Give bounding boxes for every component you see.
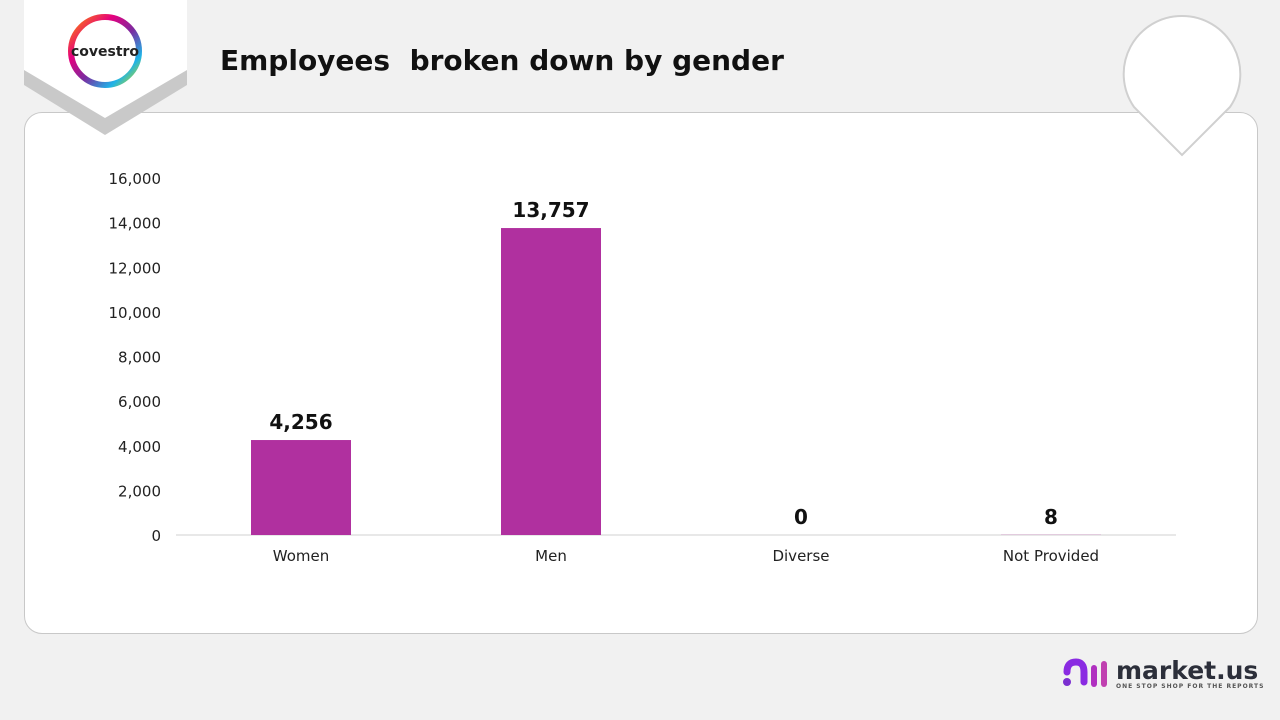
x-tick-label: Men xyxy=(535,547,567,565)
x-tick-label: Diverse xyxy=(772,547,829,565)
y-tick-label: 8,000 xyxy=(118,349,161,367)
bar-women xyxy=(251,440,351,535)
data-label: 4,256 xyxy=(269,410,332,434)
bar-men xyxy=(501,228,601,535)
brand-name: market xyxy=(1116,655,1217,685)
y-tick-label: 16,000 xyxy=(109,170,162,188)
pin-decoration-icon xyxy=(1122,14,1242,157)
y-tick-label: 4,000 xyxy=(118,438,161,456)
marketus-logo-icon xyxy=(1063,658,1107,687)
x-tick-label: Women xyxy=(273,547,329,565)
brand-tagline: ONE STOP SHOP FOR THE REPORTS xyxy=(1116,682,1265,690)
covestro-logo-text: covestro xyxy=(71,44,139,60)
data-label: 8 xyxy=(1044,505,1058,529)
y-tick-label: 0 xyxy=(151,527,161,545)
data-label: 13,757 xyxy=(512,198,589,222)
company-logo-badge: covestro xyxy=(24,0,187,135)
y-tick-label: 6,000 xyxy=(118,393,161,411)
y-tick-label: 2,000 xyxy=(118,482,161,500)
y-tick-label: 14,000 xyxy=(109,215,162,233)
y-tick-label: 12,000 xyxy=(109,259,162,277)
chart-card xyxy=(24,112,1258,634)
data-label: 0 xyxy=(794,505,808,529)
page-title: Employees broken down by gender xyxy=(220,44,784,77)
marketus-logo: market.us ONE STOP SHOP FOR THE REPORTS xyxy=(1062,658,1264,690)
x-tick-label: Not Provided xyxy=(1003,547,1099,565)
y-tick-label: 10,000 xyxy=(109,304,162,322)
brand-suffix: .us xyxy=(1216,655,1259,685)
